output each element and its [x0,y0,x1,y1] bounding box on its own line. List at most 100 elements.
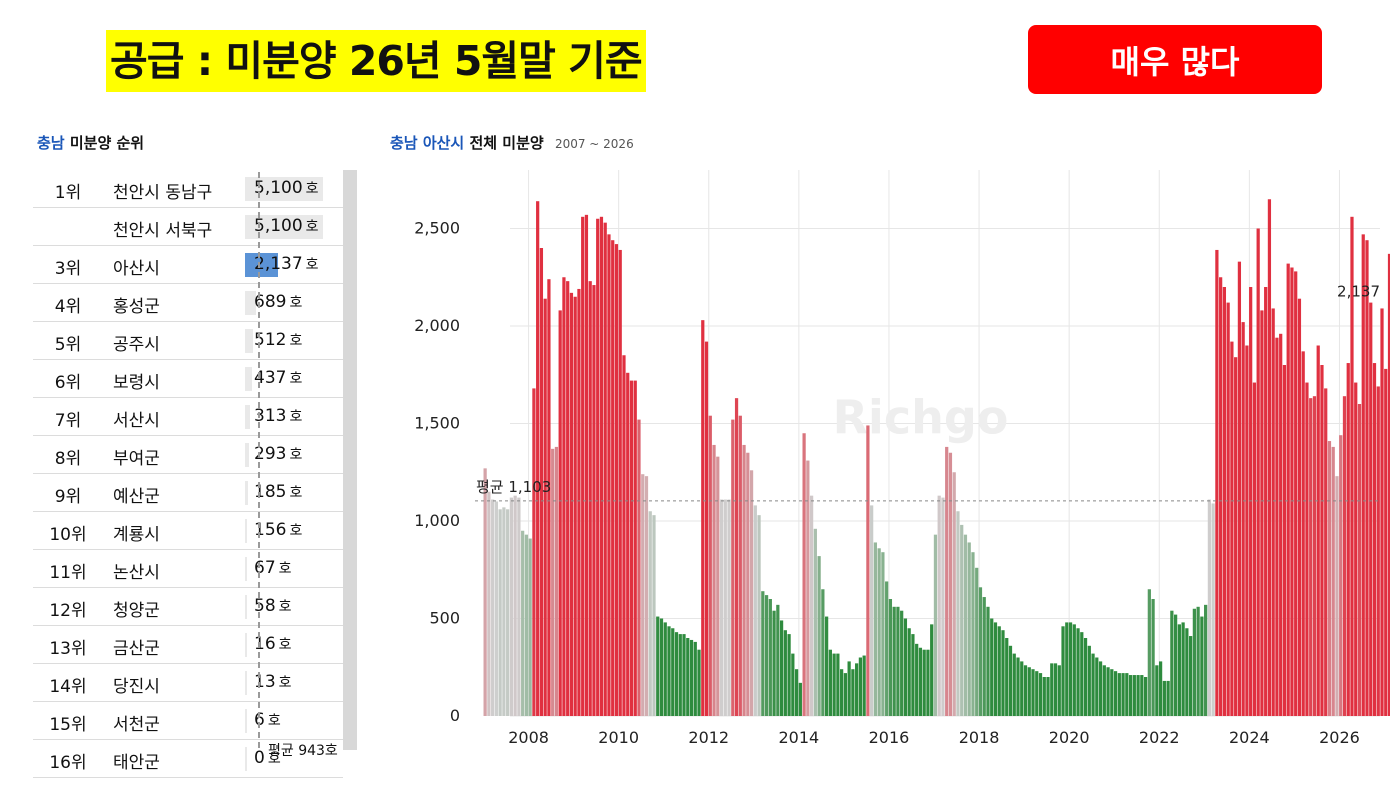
ranking-scrollbar[interactable] [343,170,357,750]
unsold-housing-chart: Richgo 평균 1,103 2,137 0 500 1,000 1,500 2,000 2,… [414,170,1390,747]
chart-bar [960,524,964,716]
ranking-row[interactable]: 10위 계룡시 156 호 [33,512,343,550]
chart-bar [948,452,953,716]
chart-bar [843,673,847,716]
chart-bar [907,628,911,716]
chart-bar [1204,604,1208,716]
chart-bar [1279,333,1283,716]
chart-bar [982,597,986,716]
chart-bar [1091,653,1095,716]
chart-bar [1143,677,1148,716]
chart-bar [1376,386,1380,716]
ranking-row[interactable]: 16위 태안군 0 호 [33,740,343,778]
ranking-value-bar [245,291,256,315]
ranking-rank: 5위 [54,335,82,355]
chart-bar [926,649,930,716]
chart-bar [798,682,802,716]
chart-bar [993,622,998,716]
chart-bar [1267,199,1272,716]
ranking-value-bar [245,443,250,467]
chart-bar [569,292,574,716]
ranking-row[interactable]: 8위 부여군 293 호 [33,436,343,474]
chart-bar [648,511,652,716]
x-tick-label: 2014 [779,728,820,747]
chart-bar [686,638,690,716]
chart-bar [1136,675,1140,716]
chart-bar [674,632,679,716]
ranking-title-rest: 미분양 순위 [69,134,145,152]
chart-bar [832,653,836,716]
chart-bar [494,501,498,716]
chart-bar [626,372,630,716]
ranking-row[interactable]: 천안시 서북구 5,100 호 [33,208,343,246]
ranking-rank: 16위 [49,753,87,773]
x-tick-label: 2020 [1049,728,1090,747]
chart-bar [487,491,491,716]
chart-subtitle: 2007 ~ 2026 [554,137,634,151]
chart-bar [1192,608,1196,716]
ranking-value-unit: 호 [278,599,292,615]
ranking-row[interactable]: 12위 청양군 58 호 [33,588,343,626]
chart-bar [581,216,585,717]
ranking-value: 293 호 [254,444,302,464]
chart-bar [656,616,660,716]
chart-bar [764,595,769,716]
chart-bar [1211,503,1215,716]
ranking-value-number: 5,100 [254,178,303,198]
ranking-value-unit: 호 [305,257,319,273]
chart-bar [896,606,900,716]
ranking-row[interactable]: 14위 당진시 13 호 [33,664,343,702]
chart-bar [1057,665,1061,716]
chart-bar [1331,446,1335,716]
chart-bar [1005,638,1009,716]
chart-bar [1350,216,1354,717]
chart-bar [708,415,712,716]
chart-bar [1016,657,1020,716]
chart-bar [659,618,664,716]
chart-bar [885,581,889,716]
chart-bar [671,628,675,716]
chart-bar [1286,263,1290,716]
ranking-value-number: 689 [254,292,287,312]
chart-bar [1053,663,1058,716]
chart-bar [1252,382,1257,716]
ranking-row[interactable]: 3위 아산시 2,137 호 [33,246,343,284]
chart-bar [1384,368,1388,716]
chart-bar [509,497,514,716]
chart-bar [1012,653,1016,716]
chart-bar [704,341,709,716]
chart-bar [1342,396,1347,716]
ranking-area: 천안시 동남구 [113,183,213,203]
ranking-row[interactable]: 7위 서산시 313 호 [33,398,343,436]
chart-bar [596,218,600,716]
ranking-area: 금산군 [113,639,160,659]
page-title: 공급 : 미분양 26년 5월말 기준 [106,30,646,92]
chart-bar [689,639,694,716]
y-tick-label: 1,000 [414,511,460,530]
last-value-label: 2,137 [1337,282,1380,300]
ranking-row[interactable]: 13위 금산군 16 호 [33,626,343,664]
chart-bar [1346,363,1350,716]
chart-bar [802,433,806,716]
ranking-rank: 3위 [54,259,82,279]
ranking-row[interactable]: 6위 보령시 437 호 [33,360,343,398]
chart-bar [866,425,870,716]
ranking-row[interactable]: 1위 천안시 동남구 5,100 호 [33,170,343,208]
chart-bar [734,398,739,716]
chart-bar [618,249,622,716]
chart-title: 충남 아산시 전체 미분양 2007 ~ 2026 [390,132,634,153]
chart-bar [1320,365,1324,716]
status-badge: 매우 많다 [1028,25,1322,94]
chart-bar [1102,665,1106,716]
ranking-row[interactable]: 9위 예산군 185 호 [33,474,343,512]
chart-bar [858,657,863,716]
ranking-row[interactable]: 5위 공주시 512 호 [33,322,343,360]
ranking-value: 185 호 [254,482,302,502]
ranking-row[interactable]: 4위 홍성군 689 호 [33,284,343,322]
chart-bar [1237,261,1242,716]
ranking-rank: 9위 [54,487,82,507]
ranking-row[interactable]: 15위 서천군 6 호 [33,702,343,740]
chart-bar [1357,404,1362,716]
ranking-row[interactable]: 11위 논산시 67 호 [33,550,343,588]
chart-bar [941,497,945,716]
